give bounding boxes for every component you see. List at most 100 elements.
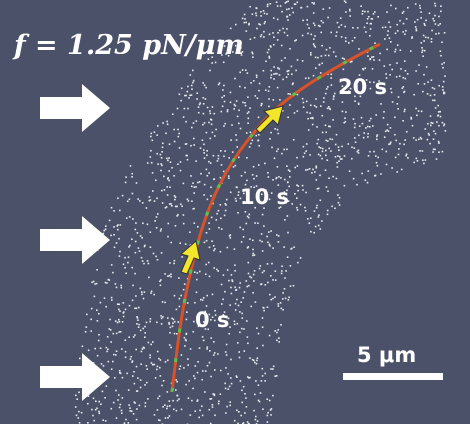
particle xyxy=(142,328,144,330)
particle xyxy=(148,277,150,279)
particle xyxy=(249,357,251,359)
particle xyxy=(192,70,194,72)
particle xyxy=(387,34,389,36)
particle xyxy=(325,140,327,142)
particle xyxy=(276,1,278,3)
particle xyxy=(432,87,434,89)
particle xyxy=(247,72,249,74)
particle xyxy=(169,203,171,205)
particle xyxy=(297,59,299,61)
particle xyxy=(204,242,206,244)
particle xyxy=(315,67,317,69)
particle xyxy=(76,398,78,400)
particle xyxy=(78,417,80,419)
particle xyxy=(125,357,127,359)
particle xyxy=(262,317,264,319)
particle xyxy=(210,113,212,115)
particle xyxy=(242,317,244,319)
particle xyxy=(150,136,152,138)
particle xyxy=(243,236,245,238)
particle xyxy=(133,413,135,415)
particle xyxy=(231,274,233,276)
particle xyxy=(169,344,171,346)
particle xyxy=(201,405,203,407)
particle xyxy=(297,209,299,211)
particle xyxy=(184,345,186,347)
particle xyxy=(156,322,158,324)
particle xyxy=(397,30,399,32)
particle xyxy=(323,101,325,103)
particle xyxy=(139,250,141,252)
particle xyxy=(416,28,418,30)
particle xyxy=(206,154,208,156)
particle xyxy=(138,307,140,309)
particle xyxy=(206,169,208,171)
particle xyxy=(109,328,111,330)
particle xyxy=(395,49,397,51)
particle xyxy=(402,120,404,122)
particle xyxy=(286,28,288,30)
particle xyxy=(302,60,304,62)
particle xyxy=(246,406,248,408)
particle xyxy=(202,336,204,338)
particle xyxy=(210,337,212,339)
particle xyxy=(239,332,241,334)
particle xyxy=(142,202,144,204)
particle xyxy=(95,401,97,403)
particle xyxy=(420,11,422,13)
particle xyxy=(384,65,386,67)
particle xyxy=(269,294,271,296)
particle xyxy=(271,147,273,149)
particle xyxy=(419,5,421,7)
particle xyxy=(99,413,101,415)
particle xyxy=(390,127,392,129)
particle xyxy=(435,133,437,135)
particle xyxy=(126,373,128,375)
particle xyxy=(149,196,151,198)
particle xyxy=(328,148,330,150)
particle xyxy=(237,342,239,344)
particle xyxy=(188,97,190,99)
particle xyxy=(339,156,341,158)
particle xyxy=(264,21,266,23)
particle xyxy=(337,22,339,24)
particle xyxy=(249,377,251,379)
particle xyxy=(166,158,168,160)
particle xyxy=(100,302,102,304)
particle xyxy=(290,265,292,267)
particle xyxy=(234,78,236,80)
particle xyxy=(202,139,204,141)
particle xyxy=(230,102,232,104)
particle xyxy=(270,299,272,301)
particle xyxy=(137,377,139,379)
particle xyxy=(375,114,377,116)
particle xyxy=(267,415,269,417)
particle xyxy=(249,146,251,148)
particle xyxy=(333,98,335,100)
particle xyxy=(444,123,446,125)
particle xyxy=(364,11,366,13)
particle xyxy=(176,333,178,335)
particle xyxy=(235,105,237,107)
particle xyxy=(418,64,420,66)
particle xyxy=(183,214,185,216)
particle xyxy=(242,102,244,104)
particle xyxy=(167,160,169,162)
particle xyxy=(234,321,236,323)
particle xyxy=(397,44,399,46)
particle xyxy=(370,58,372,60)
particle xyxy=(160,230,162,232)
particle xyxy=(245,22,247,24)
particle xyxy=(443,62,445,64)
particle xyxy=(194,271,196,273)
particle xyxy=(202,82,204,84)
particle xyxy=(157,351,159,353)
particle xyxy=(344,26,346,28)
particle xyxy=(230,28,232,30)
particle xyxy=(255,419,257,421)
particle xyxy=(270,230,272,232)
particle xyxy=(296,184,298,186)
particle xyxy=(342,57,344,59)
particle xyxy=(416,30,418,32)
particle xyxy=(244,22,246,24)
